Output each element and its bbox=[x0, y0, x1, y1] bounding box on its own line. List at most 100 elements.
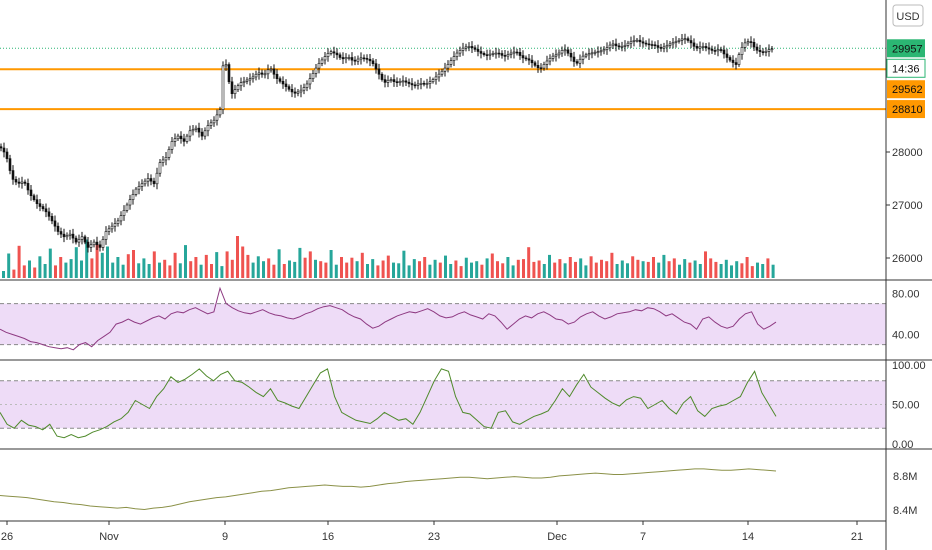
candle-body bbox=[518, 52, 522, 56]
candle-body bbox=[212, 119, 216, 124]
volume-bar bbox=[111, 262, 115, 278]
volume-bar bbox=[48, 248, 52, 278]
candle-body bbox=[527, 58, 531, 61]
last-price-tag bbox=[887, 39, 925, 58]
price-pane[interactable] bbox=[0, 33, 932, 281]
volume-bar bbox=[69, 259, 73, 278]
candle-body bbox=[83, 236, 87, 243]
rsi-pane[interactable] bbox=[0, 286, 932, 361]
volume-bar bbox=[350, 257, 354, 278]
price-tags: 29957 14:36 29562 28810 bbox=[886, 39, 926, 119]
third-tick-label: 8.8M bbox=[893, 471, 917, 483]
candle-body bbox=[509, 52, 513, 55]
candle-body bbox=[335, 52, 339, 56]
volume-bar bbox=[173, 252, 177, 278]
volume-bar bbox=[475, 261, 479, 278]
volume-bar bbox=[319, 261, 323, 278]
candle-body bbox=[479, 51, 483, 54]
candle-body bbox=[410, 83, 414, 86]
candle-body bbox=[347, 57, 351, 59]
time-tick-label: Nov bbox=[99, 531, 119, 543]
candle-body bbox=[731, 59, 735, 63]
candle-body bbox=[80, 236, 84, 240]
volume-bar bbox=[568, 257, 572, 278]
time-tick-label: 21 bbox=[851, 531, 863, 543]
volume-bar bbox=[433, 259, 437, 278]
candle-body bbox=[689, 40, 693, 44]
candle-body bbox=[350, 57, 354, 61]
candle-body bbox=[293, 91, 297, 94]
third-pane[interactable] bbox=[0, 468, 777, 511]
candle-body bbox=[62, 233, 66, 238]
volume-bar bbox=[594, 262, 598, 278]
volume-bar bbox=[558, 259, 562, 278]
candle-body bbox=[218, 109, 222, 116]
candle-body bbox=[551, 55, 555, 59]
candle-body bbox=[143, 180, 147, 185]
candle-body bbox=[728, 57, 732, 61]
time-axis-ticks[interactable]: 26 Nov 9 16 23 Dec 7 14 21 bbox=[1, 521, 863, 543]
candle-body bbox=[203, 130, 207, 137]
candle-body bbox=[68, 233, 72, 236]
candle-body bbox=[53, 220, 57, 227]
candle-body bbox=[515, 51, 519, 54]
candle-body bbox=[338, 54, 342, 58]
volume-bar bbox=[527, 247, 531, 278]
candle-body bbox=[200, 131, 204, 137]
volume-bar bbox=[584, 265, 588, 278]
candle-body bbox=[428, 81, 432, 84]
candle-body bbox=[86, 241, 90, 248]
candle-body bbox=[575, 61, 579, 64]
volume-bar bbox=[678, 264, 681, 278]
candle-body bbox=[581, 55, 585, 60]
volume-bar bbox=[761, 264, 765, 278]
stoch-pane[interactable] bbox=[0, 368, 932, 450]
candle-body bbox=[434, 76, 438, 80]
volume-bar bbox=[407, 265, 411, 278]
candle-body bbox=[437, 73, 441, 78]
candle-body bbox=[536, 65, 540, 69]
volume-bar bbox=[745, 257, 749, 278]
candle-body bbox=[752, 41, 756, 48]
candle-body bbox=[38, 203, 42, 207]
candle-body bbox=[71, 233, 75, 239]
candle-body bbox=[197, 127, 201, 133]
volume-bar bbox=[657, 262, 661, 278]
volume-bar bbox=[126, 254, 130, 278]
volume-bar bbox=[298, 247, 302, 278]
countdown-tag-label: 14:36 bbox=[892, 63, 920, 75]
candle-body bbox=[656, 45, 660, 48]
volume-bar bbox=[355, 261, 359, 278]
candle-body bbox=[578, 58, 582, 64]
volume-bar bbox=[490, 253, 494, 278]
candle-body bbox=[146, 178, 150, 182]
candle-body bbox=[23, 181, 27, 184]
candle-body bbox=[605, 47, 609, 50]
volume-bar bbox=[532, 261, 536, 278]
volume-bar bbox=[683, 259, 687, 278]
candle-body bbox=[104, 231, 108, 240]
candle-body bbox=[572, 56, 576, 62]
candle-body bbox=[413, 84, 417, 87]
candle-body bbox=[65, 235, 69, 238]
currency-button[interactable]: USD bbox=[892, 4, 924, 27]
volume-bar bbox=[178, 263, 182, 278]
candle-body bbox=[602, 49, 606, 52]
candle-body bbox=[245, 79, 249, 82]
candle-body bbox=[17, 181, 21, 184]
candle-body bbox=[194, 127, 198, 130]
candle-body bbox=[626, 42, 630, 46]
volume-bar bbox=[64, 262, 68, 278]
candle-body bbox=[224, 64, 228, 67]
candle-body bbox=[215, 114, 219, 121]
candle-body bbox=[608, 44, 612, 49]
volume-bar bbox=[579, 258, 583, 278]
candle-body bbox=[110, 225, 114, 230]
candle-body bbox=[35, 199, 39, 204]
volume-bar bbox=[750, 266, 754, 278]
candle-body bbox=[737, 54, 741, 65]
candle-body bbox=[188, 130, 192, 137]
volume-bar bbox=[95, 244, 99, 278]
volume-bar bbox=[667, 261, 671, 278]
